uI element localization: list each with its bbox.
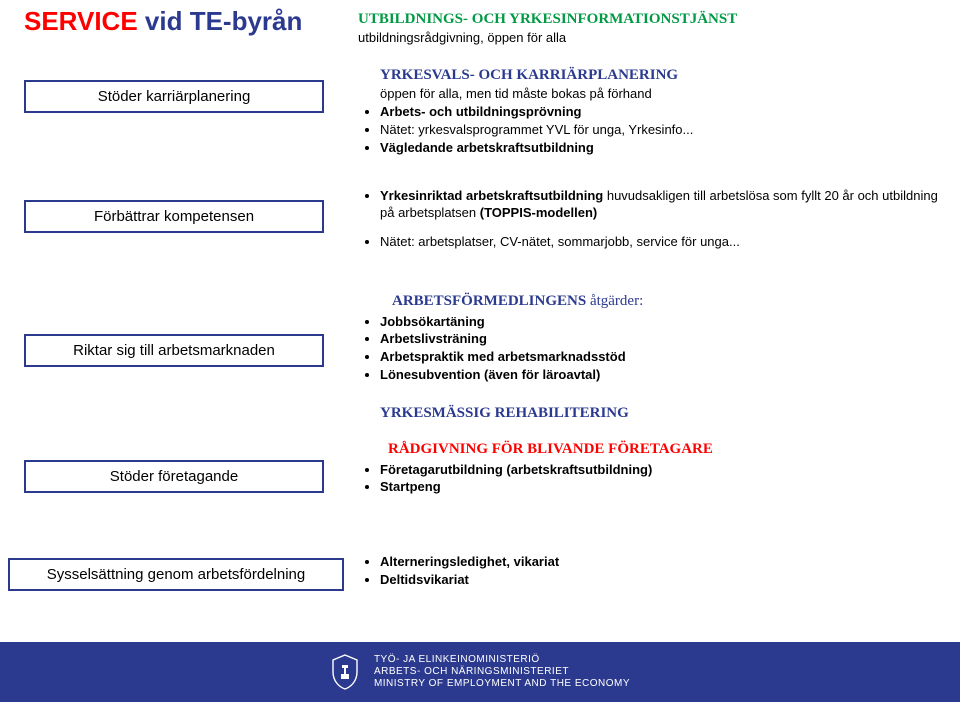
list-item: Arbetspraktik med arbetsmarknadsstöd [380,349,940,366]
item-arbetslivstraning: Arbetslivsträning [380,331,487,346]
list-yrkesinriktad: Yrkesinriktad arbetskraftsutbildning huv… [358,188,940,222]
box-foretagande: Stöder företagande [24,460,324,493]
title-rest: vid TE-byrån [138,6,303,36]
list-natet: Nätet: arbetsplatser, CV-nätet, sommarjo… [358,234,940,251]
sub-utbildningsinfo: utbildningsrådgivning, öppen för alla [358,30,940,47]
slide-title: SERVICE vid TE-byrån [24,6,302,37]
list-item: Alterneringsledighet, vikariat [380,554,940,571]
footer-line1: TYÖ- JA ELINKEINOMINISTERIÖ [374,654,630,666]
heading-rehab: YRKESMÄSSIG REHABILITERING [380,404,940,424]
item-arbetspraktik: Arbetspraktik med arbetsmarknadsstöd [380,349,626,364]
item-lonesubvention: Lönesubvention (även för läroavtal) [380,367,600,382]
box-sysselsattning: Sysselsättning genom arbetsfördelning [8,558,344,591]
footer: TYÖ- JA ELINKEINOMINISTERIÖ ARBETS- OCH … [0,642,960,702]
heading-arbetsformedling-after: åtgärder: [586,293,643,309]
item-toppis: (TOPPIS-modellen) [480,205,598,220]
item-yrkesinriktad-lead: Yrkesinriktad arbetskraftsutbildning [380,188,603,203]
item-deltidsvikariat: Deltidsvikariat [380,572,469,587]
item-startpeng: Startpeng [380,479,441,494]
list-item: Deltidsvikariat [380,572,940,589]
list-foretagare: Företagarutbildning (arbetskraftsutbildn… [358,462,940,497]
section-yrkesval: YRKESVALS- OCH KARRIÄRPLANERING öppen fö… [358,66,940,163]
box-kompetensen: Förbättrar kompetensen [24,200,324,233]
list-item: Nätet: yrkesvalsprogrammet YVL för unga,… [380,122,940,139]
list-item: Arbetslivsträning [380,331,940,348]
section-sysselsattning: Alterneringsledighet, vikariat Deltidsvi… [358,552,940,595]
section-foretagare: RÅDGIVNING FÖR BLIVANDE FÖRETAGARE Föret… [358,440,940,502]
box-karriarplanering: Stöder karriärplanering [24,80,324,113]
item-arbets-provning: Arbets- och utbildningsprövning [380,104,582,119]
footer-inner: TYÖ- JA ELINKEINOMINISTERIÖ ARBETS- OCH … [330,654,630,690]
footer-line3: MINISTRY OF EMPLOYMENT AND THE ECONOMY [374,678,630,690]
list-item: Arbets- och utbildningsprövning [380,104,940,121]
list-sysselsattning: Alterneringsledighet, vikariat Deltidsvi… [358,554,940,589]
item-yvl: Nätet: yrkesvalsprogrammet YVL för unga,… [380,122,693,137]
item-vagledande: Vägledande arbetskraftsutbildning [380,140,594,155]
heading-yrkesval: YRKESVALS- OCH KARRIÄRPLANERING [380,67,678,83]
list-item: Jobbsökartäning [380,314,940,331]
footer-line2: ARBETS- OCH NÄRINGSMINISTERIET [374,666,630,678]
heading-arbetsformedling: ARBETSFÖRMEDLINGENS [392,293,586,309]
slide: SERVICE vid TE-byrån Stöder karriärplane… [0,0,960,702]
item-natet: Nätet: arbetsplatser, CV-nätet, sommarjo… [380,234,740,249]
box-arbetsmarknaden: Riktar sig till arbetsmarknaden [24,334,324,367]
list-item: Nätet: arbetsplatser, CV-nätet, sommarjo… [380,234,940,251]
section-arbetsformedling: ARBETSFÖRMEDLINGENS åtgärder: Jobbsökart… [358,292,940,390]
heading-utbildningsinfo: UTBILDNINGS- OCH YRKESINFORMATIONSTJÄNST [358,10,940,30]
section-yrkesinriktad: Yrkesinriktad arbetskraftsutbildning huv… [358,186,940,257]
section-rehab: YRKESMÄSSIG REHABILITERING [358,404,940,424]
sub-yrkesval: öppen för alla, men tid måste bokas på f… [380,86,940,103]
item-foretagarutbildning: Företagarutbildning (arbetskraftsutbildn… [380,462,652,477]
footer-text: TYÖ- JA ELINKEINOMINISTERIÖ ARBETS- OCH … [374,654,630,690]
title-service: SERVICE [24,6,138,36]
crest-icon [330,654,360,690]
list-item: Yrkesinriktad arbetskraftsutbildning huv… [380,188,940,222]
item-alternering: Alterneringsledighet, vikariat [380,554,559,569]
heading-foretagare: RÅDGIVNING FÖR BLIVANDE FÖRETAGARE [388,440,940,460]
list-item: Vägledande arbetskraftsutbildning [380,140,940,157]
item-jobbsokartraning: Jobbsökartäning [380,314,485,329]
section-utbildningsinfo: UTBILDNINGS- OCH YRKESINFORMATIONSTJÄNST… [358,10,940,46]
list-atgarder: Jobbsökartäning Arbetslivsträning Arbets… [358,314,940,385]
list-item: Företagarutbildning (arbetskraftsutbildn… [380,462,940,479]
list-item: Lönesubvention (även för läroavtal) [380,367,940,384]
list-item: Startpeng [380,479,940,496]
list-yrkesval: Arbets- och utbildningsprövning Nätet: y… [358,104,940,157]
